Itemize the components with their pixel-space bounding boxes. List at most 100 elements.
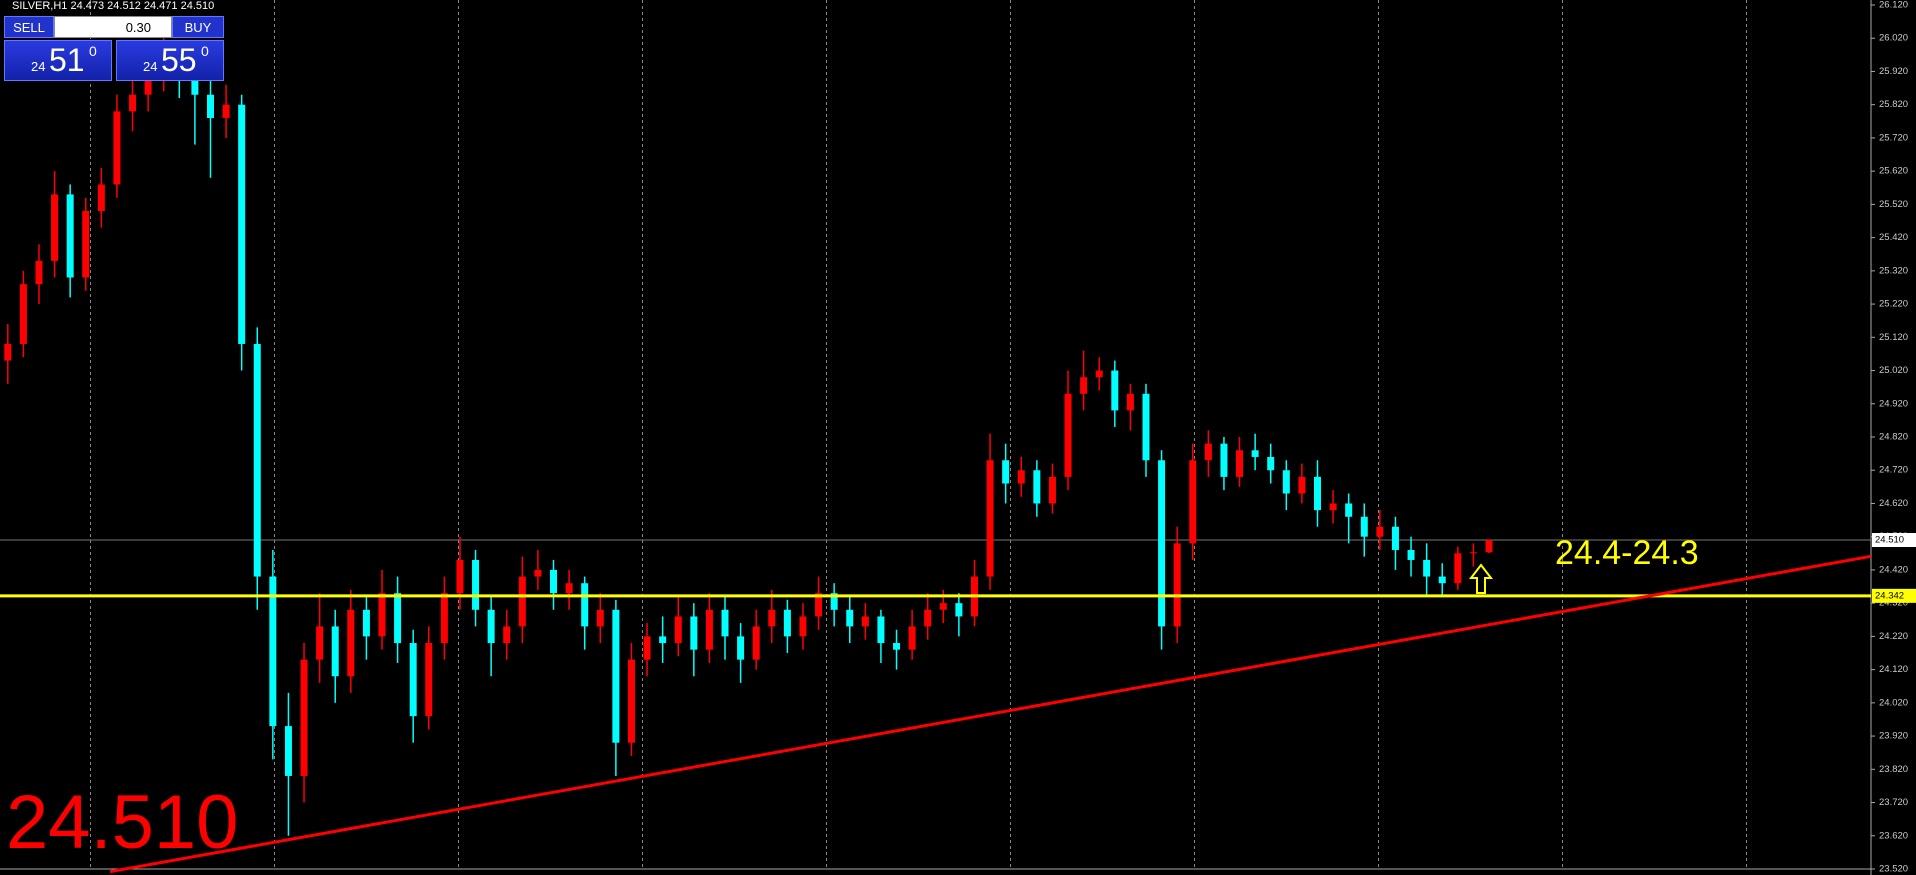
- candle-body: [19, 284, 27, 344]
- candle-body: [674, 616, 682, 644]
- candle-body: [908, 626, 916, 650]
- candle-body: [1454, 553, 1462, 584]
- y-tick-label: 24.220: [1879, 631, 1908, 642]
- candle-body: [1095, 370, 1103, 378]
- candle-body: [238, 104, 246, 344]
- y-tick-label: 24.720: [1879, 465, 1908, 476]
- candle-body: [51, 194, 59, 261]
- candle-body: [1485, 540, 1493, 553]
- candle-body: [939, 603, 947, 610]
- candle-body: [581, 583, 589, 627]
- candle-body: [659, 636, 667, 644]
- y-tick-label: 25.820: [1879, 99, 1908, 110]
- y-tick-label: 26.020: [1879, 33, 1908, 44]
- candle-body: [1469, 552, 1477, 554]
- chart-header: SILVER,H1 24.473 24.512 24.471 24.510: [12, 0, 215, 12]
- ask-sup: 0: [201, 43, 209, 59]
- y-tick-label: 25.020: [1879, 365, 1908, 376]
- candle-body: [1033, 470, 1041, 504]
- candle-body: [550, 569, 558, 594]
- candle-body: [4, 343, 12, 361]
- trade-panel: SELL 0.30 BUY 24 51 0 24 55 0: [4, 16, 224, 81]
- candle-body: [1438, 576, 1446, 584]
- candle-body: [705, 609, 713, 650]
- candle-body: [362, 609, 370, 637]
- candle-body: [347, 609, 355, 677]
- candle-body: [924, 609, 932, 627]
- candle-body: [1251, 450, 1259, 457]
- candle-body: [1329, 503, 1337, 511]
- y-tick-label: 23.520: [1879, 864, 1908, 875]
- candle-body: [518, 576, 526, 627]
- candle-body: [1189, 460, 1197, 544]
- candle-body: [503, 626, 511, 644]
- sell-button[interactable]: SELL: [4, 16, 54, 38]
- current-price-label: 24.510: [1875, 535, 1904, 546]
- ask-quote[interactable]: 24 55 0: [116, 40, 224, 81]
- candle-body: [300, 659, 308, 776]
- candle-body: [191, 78, 199, 95]
- current-price-box: [1872, 533, 1916, 548]
- candle-body: [737, 636, 745, 660]
- level-price-box: [1872, 588, 1916, 603]
- candle-body: [144, 71, 152, 95]
- y-tick-label: 24.120: [1879, 664, 1908, 675]
- candle-body: [1158, 460, 1166, 627]
- candle-body: [456, 559, 464, 594]
- candle-body: [425, 643, 433, 717]
- candle-body: [752, 626, 760, 660]
- bid-sup: 0: [89, 43, 97, 59]
- candle-body: [1002, 460, 1010, 484]
- candle-body: [129, 94, 137, 112]
- candle-body: [877, 616, 885, 644]
- candle-body: [565, 583, 573, 594]
- candle-body: [768, 609, 776, 627]
- y-tick-label: 25.920: [1879, 66, 1908, 77]
- candle-body: [690, 616, 698, 650]
- candle-body: [1360, 516, 1368, 537]
- candle-body: [627, 659, 635, 743]
- y-tick-label: 25.220: [1879, 299, 1908, 310]
- y-tick-label: 24.320: [1879, 598, 1908, 609]
- bid-main: 51: [49, 42, 85, 78]
- y-tick-label: 23.620: [1879, 830, 1908, 841]
- candle-body: [316, 626, 324, 660]
- candle-body: [394, 593, 402, 644]
- y-tick-label: 24.920: [1879, 398, 1908, 409]
- candle-body: [66, 194, 74, 278]
- candle-body: [1345, 503, 1353, 517]
- candle-body: [799, 616, 807, 637]
- candle-body: [1173, 543, 1181, 627]
- y-tick-label: 23.720: [1879, 797, 1908, 808]
- candle-body: [82, 211, 90, 278]
- candle-body: [35, 260, 43, 285]
- candle-body: [783, 609, 791, 637]
- candle-body: [534, 569, 542, 577]
- buy-button[interactable]: BUY: [172, 16, 224, 38]
- ask-main: 55: [161, 42, 197, 78]
- bid-prefix: 24: [31, 59, 46, 74]
- candle-body: [830, 593, 838, 610]
- candle-body: [955, 603, 963, 617]
- candle-body: [1313, 476, 1321, 511]
- y-tick-label: 25.520: [1879, 199, 1908, 210]
- candle-body: [206, 94, 214, 118]
- y-tick-label: 24.020: [1879, 697, 1908, 708]
- candle-body: [284, 726, 292, 776]
- ask-prefix: 24: [143, 59, 158, 74]
- big-price: 24.510: [6, 780, 238, 865]
- candle-body: [986, 460, 994, 577]
- candle-body: [1298, 476, 1306, 494]
- candle-body: [815, 593, 823, 617]
- trendline: [109, 554, 1872, 874]
- bid-quote[interactable]: 24 51 0: [4, 40, 112, 81]
- y-tick-label: 23.920: [1879, 731, 1908, 742]
- candle-body: [1064, 393, 1072, 477]
- candle-body: [440, 593, 448, 644]
- candle-body: [596, 609, 604, 627]
- lot-input[interactable]: 0.30: [54, 16, 172, 38]
- candle-body: [253, 343, 261, 577]
- level-price-label: 24.342: [1875, 590, 1904, 601]
